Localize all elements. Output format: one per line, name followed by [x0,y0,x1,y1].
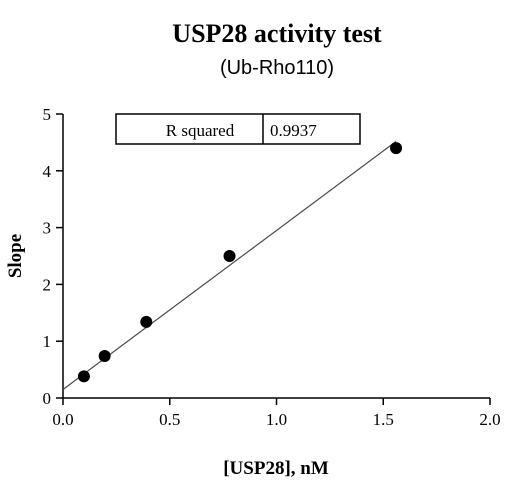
y-tick-label: 5 [43,105,52,124]
x-tick-label: 0.5 [159,410,180,429]
r-squared-table: R squared 0.9937 [115,113,361,145]
linear-fit-line [62,140,397,390]
x-tick-label: 2.0 [479,410,500,429]
y-tick-label: 0 [43,389,52,408]
data-points [77,142,403,383]
r-squared-value: 0.9937 [270,121,317,140]
x-tick-label: 1.0 [266,410,287,429]
data-point [77,370,90,383]
chart-title: USP28 activity test [172,19,382,48]
r-squared-table-border [115,113,361,145]
axis-ticks: 0.0 0.5 1.0 1.5 2.0 0 1 2 3 4 5 [43,105,501,429]
y-axis-label: Slope [5,234,26,278]
axes [62,114,490,399]
data-point [390,142,403,155]
y-tick-label: 1 [43,332,52,351]
y-tick-label: 4 [43,162,52,181]
fit-line-group [62,140,397,390]
data-point [98,349,111,362]
data-point [223,250,236,262]
r-squared-label: R squared [166,121,235,140]
x-tick-label: 1.5 [373,410,394,429]
y-tick-label: 2 [43,275,52,294]
data-point [140,315,153,328]
chart-subtitle: (Ub-Rho110) [220,57,334,79]
x-axis-label: [USP28], nM [223,458,329,479]
x-tick-label: 0.0 [52,410,73,429]
y-tick-label: 3 [43,219,52,238]
